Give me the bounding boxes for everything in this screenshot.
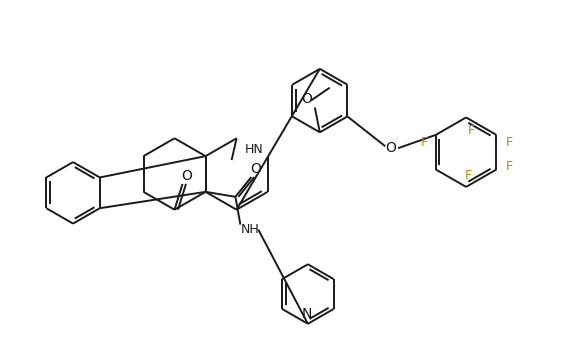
Text: O: O bbox=[386, 141, 397, 155]
Text: O: O bbox=[181, 169, 192, 183]
Text: F: F bbox=[464, 169, 472, 183]
Text: F: F bbox=[420, 136, 428, 149]
Text: F: F bbox=[506, 160, 513, 173]
Text: N: N bbox=[302, 307, 312, 321]
Text: F: F bbox=[467, 124, 475, 137]
Text: O: O bbox=[302, 92, 312, 105]
Text: NH: NH bbox=[241, 223, 260, 236]
Text: F: F bbox=[506, 136, 513, 149]
Text: O: O bbox=[250, 162, 261, 176]
Text: HN: HN bbox=[244, 143, 263, 156]
